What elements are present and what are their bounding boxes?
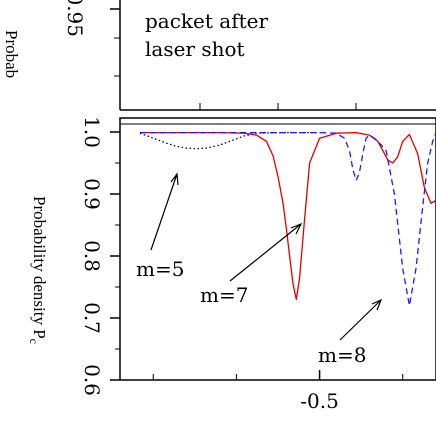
upper-ytick-label: 0.95 bbox=[63, 0, 87, 37]
arrow-m7 bbox=[229, 222, 303, 282]
y-tick-label: 0.8 bbox=[80, 240, 104, 272]
label-m5: m=5 bbox=[136, 257, 184, 281]
upper-panel: 0.95 Probab packet after laser shot bbox=[2, 0, 436, 111]
svg-text:Probability density Pc: Probability density Pc bbox=[27, 196, 49, 344]
series-line-m8 bbox=[140, 131, 436, 307]
plot-frame bbox=[119, 117, 436, 381]
y-ticks: 1.0 0.9 0.8 0.7 0.6 bbox=[80, 116, 120, 396]
x-tick-label: -0.5 bbox=[300, 389, 339, 413]
y-tick-label: 0.6 bbox=[80, 364, 104, 396]
y-axis-title-sub: c bbox=[27, 339, 41, 344]
upper-ylabel: Probab bbox=[2, 30, 21, 78]
series-line-m5 bbox=[139, 131, 320, 150]
y-axis-title: Probability density Pc bbox=[27, 196, 49, 344]
label-m7: m=7 bbox=[200, 283, 248, 307]
annotation-line-1: packet after bbox=[145, 9, 268, 33]
y-tick-label: 0.7 bbox=[80, 302, 104, 334]
label-m8: m=8 bbox=[318, 343, 366, 367]
annotation-line-2: laser shot bbox=[145, 37, 245, 61]
arrow-m8 bbox=[339, 298, 383, 341]
lower-panel: 1.0 0.9 0.8 0.7 0.6 -0.5 Probability density… bbox=[27, 116, 436, 413]
y-tick-label: 1.0 bbox=[80, 116, 104, 148]
x-ticks: -0.5 bbox=[152, 370, 404, 413]
arrow-m5 bbox=[150, 172, 179, 251]
series-line-m7 bbox=[140, 131, 436, 301]
y-tick-label: 0.9 bbox=[80, 178, 104, 210]
series-layer bbox=[139, 131, 436, 307]
y-axis-title-main: Probability density P bbox=[30, 196, 49, 339]
